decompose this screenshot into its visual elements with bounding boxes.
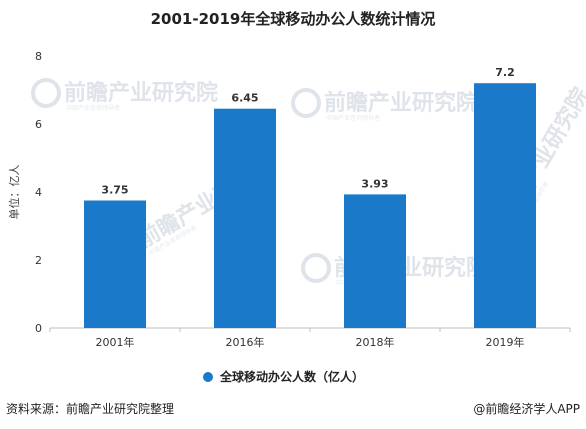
watermark-text: 前瞻产业研究院 <box>64 80 218 106</box>
brand-credit: @前瞻经济学人APP <box>473 401 580 416</box>
data-label: 7.2 <box>495 66 515 79</box>
bar <box>344 194 406 328</box>
y-tick-label: 0 <box>35 322 42 335</box>
bar-group: 3.75 6.45 3.93 7.2 <box>84 66 536 328</box>
data-label: 3.75 <box>101 184 128 197</box>
x-tick-label: 2019年 <box>486 335 525 349</box>
x-tick-label: 2001年 <box>96 335 135 349</box>
source-note: 资料来源：前瞻产业研究院整理 <box>6 401 174 416</box>
watermark-text: 前瞻产业研究院 <box>324 90 478 116</box>
y-tick-label: 4 <box>35 186 42 199</box>
watermark-subtext: 中国产业咨询领导者 <box>66 104 120 112</box>
y-axis: 0 2 4 6 8 <box>35 50 42 335</box>
bar <box>84 200 146 328</box>
y-tick-label: 6 <box>35 118 42 131</box>
y-tick-label: 8 <box>35 50 42 63</box>
y-axis-label: 单位：亿人 <box>7 165 21 220</box>
legend-label: 全球移动办公人数（亿人） <box>219 369 364 384</box>
chart-title: 2001-2019年全球移动办公人数统计情况 <box>151 10 436 28</box>
x-tick-label: 2016年 <box>226 335 265 349</box>
data-label: 6.45 <box>231 92 258 105</box>
legend: 全球移动办公人数（亿人） <box>203 369 364 384</box>
watermark-subtext: 中国产业咨询领导者 <box>326 114 380 122</box>
qianzhan-logo-icon <box>301 253 331 283</box>
bar <box>474 83 536 328</box>
qianzhan-logo-icon <box>291 88 321 118</box>
qianzhan-logo-icon <box>31 78 61 108</box>
legend-swatch <box>203 372 213 382</box>
bar <box>214 108 276 328</box>
x-axis: 2001年 2016年 2018年 2019年 <box>49 328 571 349</box>
y-tick-label: 2 <box>35 254 42 267</box>
x-tick-label: 2018年 <box>356 335 395 349</box>
data-label: 3.93 <box>361 177 388 190</box>
